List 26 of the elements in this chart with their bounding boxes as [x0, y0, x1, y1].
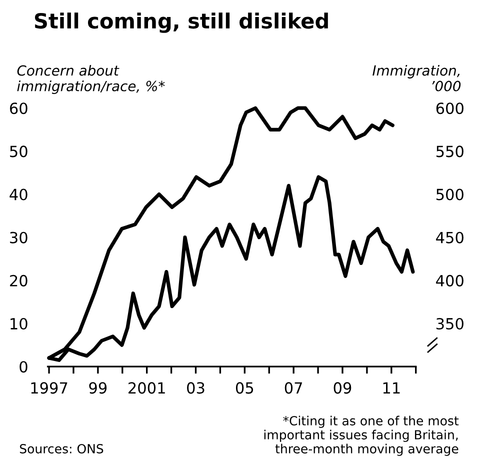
- source-note: Sources: ONS: [20, 444, 104, 454]
- x-tick-label: 2001: [128, 382, 165, 394]
- x-tick-label: 99: [89, 382, 107, 394]
- y-tick-label: 20: [10, 274, 28, 286]
- x-tick-label: 11: [383, 382, 400, 394]
- y2-axis-title: Immigration, ’000: [372, 65, 461, 92]
- y-tick-label: 10: [10, 318, 28, 330]
- x-tick-label: 03: [187, 382, 204, 394]
- y-tick-label: 50: [10, 146, 28, 158]
- y-tick-label: 30: [10, 232, 28, 244]
- chart-title: Still coming, still disliked: [34, 12, 328, 33]
- y-tick-label: 0: [20, 361, 28, 373]
- y2-tick-label: 500: [436, 188, 464, 200]
- y2-tick-label: 350: [436, 318, 464, 330]
- x-tick-label: 1997: [31, 382, 68, 394]
- y-axis-title: Concern about immigration/race, %*: [17, 65, 165, 94]
- y2-tick-label: 550: [436, 146, 464, 158]
- x-tick-label: 07: [284, 382, 302, 394]
- y2-tick-label: 400: [436, 274, 464, 286]
- text: *Citing it as one of the most important issues facing Britain, three-month moving average: [264, 416, 459, 456]
- y2-tick-label: 450: [436, 232, 464, 244]
- y-tick-label: 40: [10, 188, 28, 200]
- y2-tick-label: 600: [436, 102, 464, 114]
- y-tick-label: 60: [10, 102, 28, 114]
- x-tick-label: 09: [334, 382, 352, 394]
- x-tick-label: 05: [236, 382, 254, 394]
